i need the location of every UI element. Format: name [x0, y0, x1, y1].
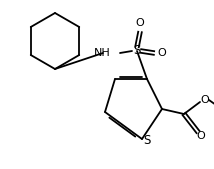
- Text: S: S: [133, 44, 141, 57]
- Text: O: O: [136, 18, 144, 28]
- Text: NH: NH: [94, 48, 111, 58]
- Text: O: O: [158, 48, 166, 58]
- Text: O: O: [201, 95, 209, 105]
- Text: O: O: [197, 131, 205, 141]
- Text: S: S: [143, 134, 151, 147]
